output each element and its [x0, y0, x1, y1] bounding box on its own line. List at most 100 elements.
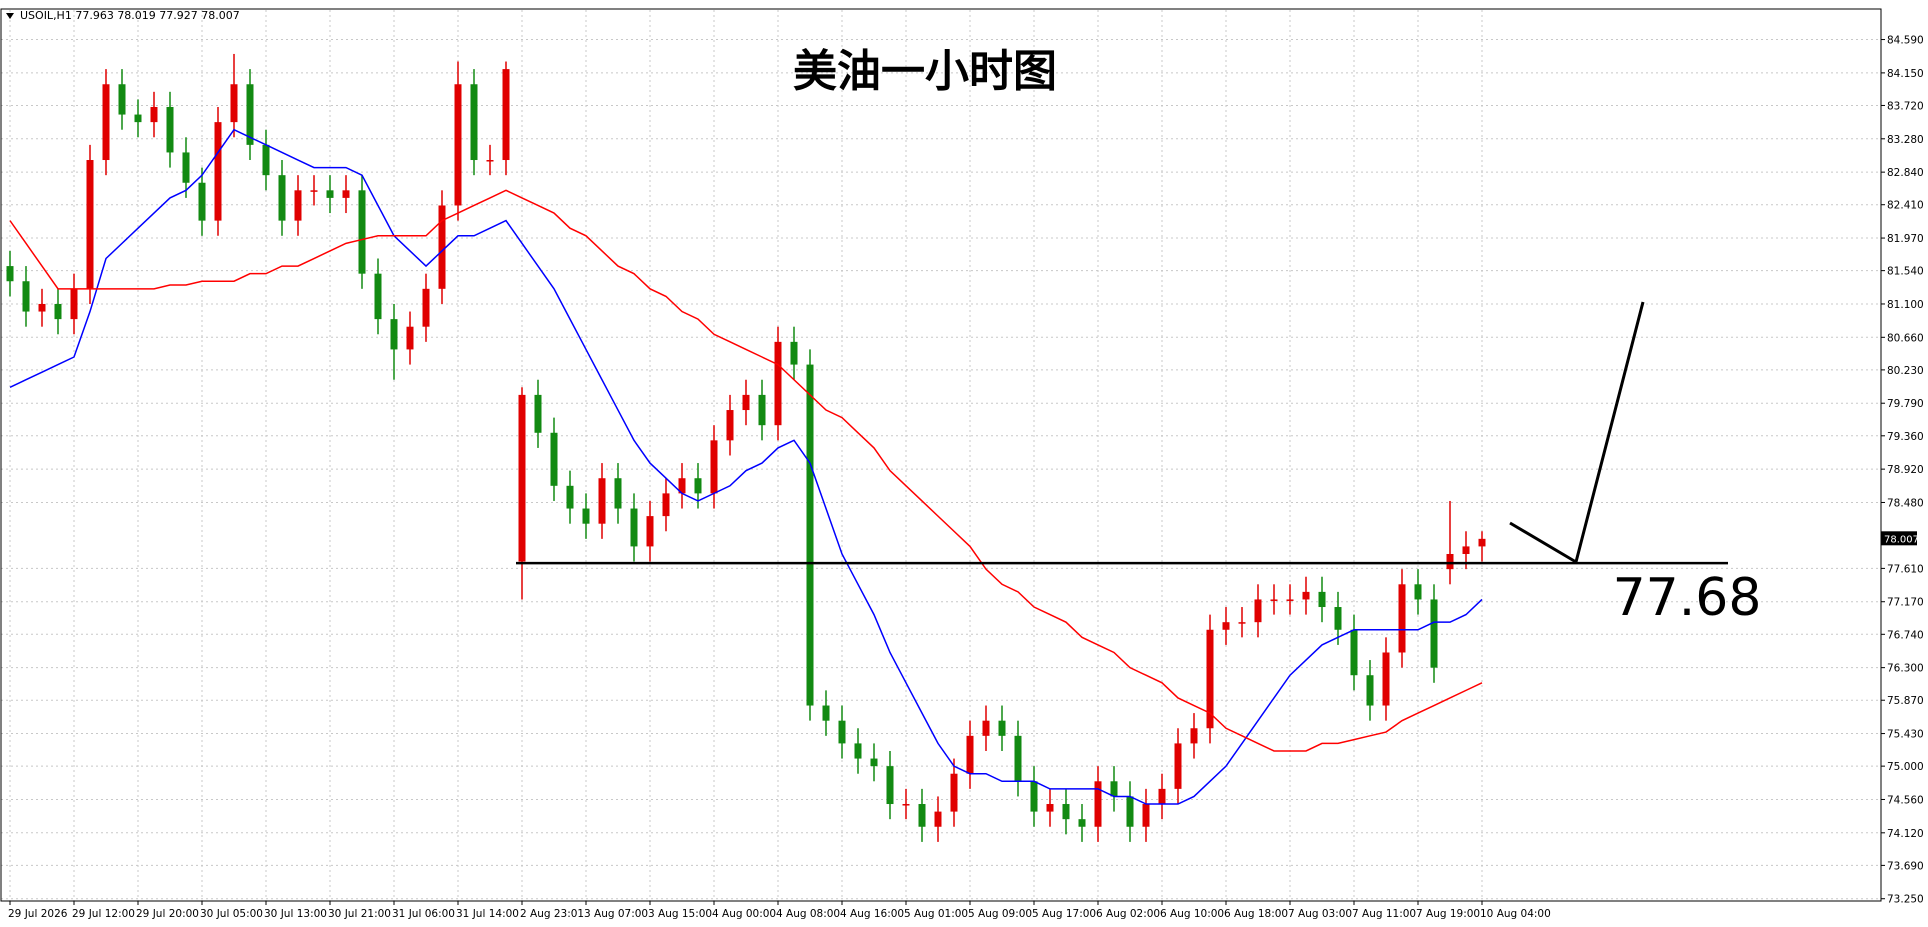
candle-body: [662, 493, 670, 517]
forecast-arrow: [1509, 301, 1645, 565]
candle-body: [726, 410, 734, 441]
candle-body: [422, 288, 430, 327]
candle-body: [710, 440, 718, 494]
candle-body: [534, 394, 542, 433]
candle-body: [230, 84, 238, 123]
y-tick-label: 81.540: [1887, 266, 1924, 278]
candle-body: [102, 84, 110, 161]
candle-body: [518, 394, 526, 562]
candle-body: [966, 735, 974, 774]
y-tick-label: 73.690: [1887, 860, 1924, 872]
candle-body: [1174, 743, 1182, 789]
candle-body: [310, 190, 318, 192]
x-tick-label: 5 Aug 17:00: [1032, 908, 1096, 920]
y-tick-label: 80.660: [1887, 332, 1924, 344]
candle-body: [582, 508, 590, 524]
y-tick-label: 75.430: [1887, 729, 1924, 741]
candle-body: [918, 804, 926, 827]
candle-body: [1078, 819, 1086, 827]
x-tick-label: 7 Aug 03:00: [1288, 908, 1352, 920]
x-tick-label: 31 Jul 14:00: [456, 908, 519, 920]
candle-body: [1430, 599, 1438, 668]
candle-body: [1238, 622, 1246, 624]
candle-body: [1254, 599, 1262, 623]
candle-body: [262, 144, 270, 176]
candle-body: [54, 303, 62, 320]
candle-body: [22, 281, 30, 312]
y-tick-label: 76.300: [1887, 663, 1924, 675]
candle-body: [134, 114, 142, 123]
candle-body: [758, 394, 766, 426]
candle-body: [790, 341, 798, 365]
candle-body: [214, 122, 222, 221]
grid: [1, 10, 1881, 901]
candle-body: [1094, 781, 1102, 827]
candle-body: [326, 190, 334, 198]
candle-body: [1142, 804, 1150, 827]
y-tick-label: 84.590: [1887, 35, 1924, 47]
x-tick-label: 31 Jul 06:00: [392, 908, 455, 920]
candle-body: [358, 190, 366, 274]
candle-body: [950, 773, 958, 812]
y-tick-label: 83.280: [1887, 134, 1924, 146]
candle-body: [806, 364, 814, 706]
candle-body: [1062, 804, 1070, 820]
x-tick-label: 6 Aug 10:00: [1160, 908, 1224, 920]
y-tick-label: 79.360: [1887, 431, 1924, 443]
moving-average: [9, 128, 1483, 805]
candle-body: [374, 273, 382, 320]
candle-body: [438, 205, 446, 289]
candle-body: [294, 190, 302, 221]
candle-body: [6, 266, 14, 282]
candle-body: [1014, 735, 1022, 782]
y-tick-label: 74.120: [1887, 828, 1924, 840]
y-tick-label: 81.100: [1887, 299, 1924, 311]
candle-body: [150, 106, 158, 123]
candle-body: [774, 341, 782, 426]
y-tick-label: 77.170: [1887, 597, 1924, 609]
chart-title: 美油一小时图: [793, 46, 1057, 97]
candle-body: [598, 478, 606, 524]
candle-body: [982, 720, 990, 736]
moving-average: [9, 189, 1483, 752]
candle-body: [502, 69, 510, 161]
y-tick-label: 78.920: [1887, 464, 1924, 476]
candle-body: [1286, 599, 1294, 601]
symbol-header: USOIL,H1 77.963 78.019 77.927 78.007: [20, 9, 240, 22]
y-tick-label: 79.790: [1887, 398, 1924, 410]
candle-body: [1190, 728, 1198, 744]
candle-body: [470, 84, 478, 161]
candle-body: [1446, 553, 1454, 570]
x-tick-label: 30 Jul 21:00: [328, 908, 391, 920]
y-tick-label: 81.970: [1887, 233, 1924, 245]
candle-body: [1302, 591, 1310, 600]
candle-body: [1222, 622, 1230, 630]
candle-body: [934, 811, 942, 827]
candle-body: [1478, 538, 1486, 547]
candle-body: [1350, 629, 1358, 676]
candle-body: [630, 508, 638, 547]
candle-body: [1414, 584, 1422, 600]
x-tick-label: 7 Aug 11:00: [1352, 908, 1416, 920]
candle-body: [822, 705, 830, 721]
candle-body: [486, 160, 494, 162]
y-tick-label: 84.150: [1887, 68, 1924, 80]
candle-body: [278, 175, 286, 221]
candle-body: [742, 394, 750, 411]
x-tick-label: 30 Jul 05:00: [200, 908, 263, 920]
level-annotation: 77.68: [1613, 568, 1762, 628]
y-tick-label: 80.230: [1887, 365, 1924, 377]
candle-body: [406, 326, 414, 350]
x-tick-label: 5 Aug 01:00: [904, 908, 968, 920]
candle-body: [1366, 675, 1374, 706]
candle-body: [998, 720, 1006, 736]
candle-body: [1462, 546, 1470, 554]
candle-body: [182, 152, 190, 183]
candle-body: [1334, 607, 1342, 630]
candle-body: [1398, 584, 1406, 653]
candle-body: [1046, 804, 1054, 812]
candle-body: [614, 478, 622, 509]
x-tick-label: 5 Aug 09:00: [968, 908, 1032, 920]
